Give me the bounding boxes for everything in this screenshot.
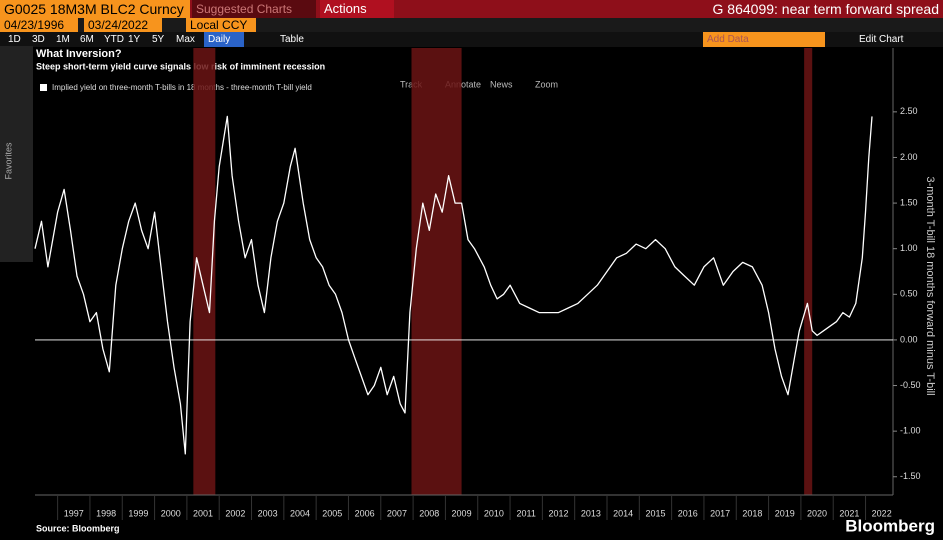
tool-button[interactable]: Track [400, 79, 423, 89]
period-button[interactable]: 1D [8, 34, 21, 45]
x-tick-label: 2018 [742, 508, 762, 518]
tool-button[interactable]: Annotate [445, 79, 481, 89]
x-tick-label: 1998 [96, 508, 116, 518]
currency[interactable]: Local CCY [186, 18, 256, 33]
table-button[interactable]: Table [280, 34, 304, 45]
x-tick-label: 1997 [64, 508, 84, 518]
x-tick-label: 2019 [775, 508, 795, 518]
period-button[interactable]: YTD [104, 34, 124, 45]
source: Source: Bloomberg [36, 523, 120, 533]
x-tick-label: 2013 [581, 508, 601, 518]
x-tick-label: 2000 [161, 508, 181, 518]
chart-title: What Inversion? [36, 48, 122, 60]
x-tick-label: 2017 [710, 508, 730, 518]
chart-name: G 864099: near term forward spread [712, 1, 939, 17]
y-tick-label: 1.00 [900, 243, 918, 253]
recession-band [411, 48, 462, 495]
period-button[interactable]: 3D [32, 34, 45, 45]
logo: Bloomberg [845, 516, 935, 535]
y-tick-label: -1.50 [900, 471, 921, 481]
y-tick-label: 2.00 [900, 152, 918, 162]
actions[interactable]: Actions [320, 0, 394, 18]
x-tick-label: 2007 [387, 508, 407, 518]
y-tick-label: 2.50 [900, 106, 918, 116]
x-tick-label: 2001 [193, 508, 213, 518]
chart: What Inversion? Steep short-term yield c… [34, 48, 936, 535]
x-tick-label: 2016 [678, 508, 698, 518]
y-tick-label: 0.00 [900, 334, 918, 344]
period-bar: Daily Table Add Data Edit Chart 1D 3D 1M 6M… [0, 32, 943, 47]
add-data[interactable]: Add Data [703, 32, 825, 47]
x-tick-label: 2012 [549, 508, 569, 518]
y-tick-label: 1.50 [900, 197, 918, 207]
x-tick-label: 2020 [807, 508, 827, 518]
date-bar: 04/23/1996 03/24/2022 Local CCY [0, 18, 943, 33]
y-tick-label: -0.50 [900, 380, 921, 390]
period-button[interactable]: 5Y [152, 34, 165, 45]
tool-button[interactable]: Zoom [535, 79, 558, 89]
recession-band [804, 48, 813, 495]
y-axis-label: 3-month T-bill 18 months forward minus T… [924, 176, 936, 395]
data-line [34, 115, 873, 455]
x-tick-label: 2014 [613, 508, 633, 518]
suggested-charts[interactable]: Suggested Charts [192, 0, 316, 18]
period-button[interactable]: 1M [56, 34, 70, 45]
period-button[interactable]: 1Y [128, 34, 141, 45]
end-date[interactable]: 03/24/2022 [84, 18, 162, 33]
frequency[interactable]: Daily [204, 32, 244, 47]
x-tick-label: 2004 [290, 508, 310, 518]
x-tick-label: 2005 [322, 508, 342, 518]
x-tick-label: 2008 [419, 508, 439, 518]
legend-swatch [40, 84, 47, 91]
recession-band [193, 48, 216, 495]
y-tick-label: 0.50 [900, 289, 918, 299]
ticker[interactable]: G0025 18M3M BLC2 Curncy [0, 0, 190, 18]
x-tick-label: 2009 [452, 508, 472, 518]
x-tick-label: 2021 [839, 508, 859, 518]
chart-subtitle: Steep short-term yield curve signals low… [36, 61, 325, 71]
x-tick-label: 2011 [517, 508, 536, 518]
x-tick-label: 2022 [872, 508, 892, 518]
toolbar: Favorites [0, 46, 33, 262]
x-tick-label: 2002 [225, 508, 245, 518]
x-tick-label: 2003 [258, 508, 278, 518]
x-tick-label: 2010 [484, 508, 504, 518]
edit-chart[interactable]: Edit Chart [859, 34, 904, 45]
x-tick-label: 1999 [128, 508, 148, 518]
tool-button[interactable]: News [490, 79, 513, 89]
start-date[interactable]: 04/23/1996 [0, 18, 78, 33]
legend-label: Implied yield on three-month T-bills in … [52, 83, 312, 92]
x-tick-label: 2015 [645, 508, 665, 518]
period-button[interactable]: Max [176, 34, 195, 45]
top-bar: G0025 18M3M BLC2 Curncy Suggested Charts… [0, 0, 943, 18]
chart-tools: Track Annotate News Zoom [400, 79, 558, 89]
period-button[interactable]: 6M [80, 34, 94, 45]
x-tick-label: 2006 [355, 508, 375, 518]
y-tick-label: -1.00 [900, 426, 921, 436]
